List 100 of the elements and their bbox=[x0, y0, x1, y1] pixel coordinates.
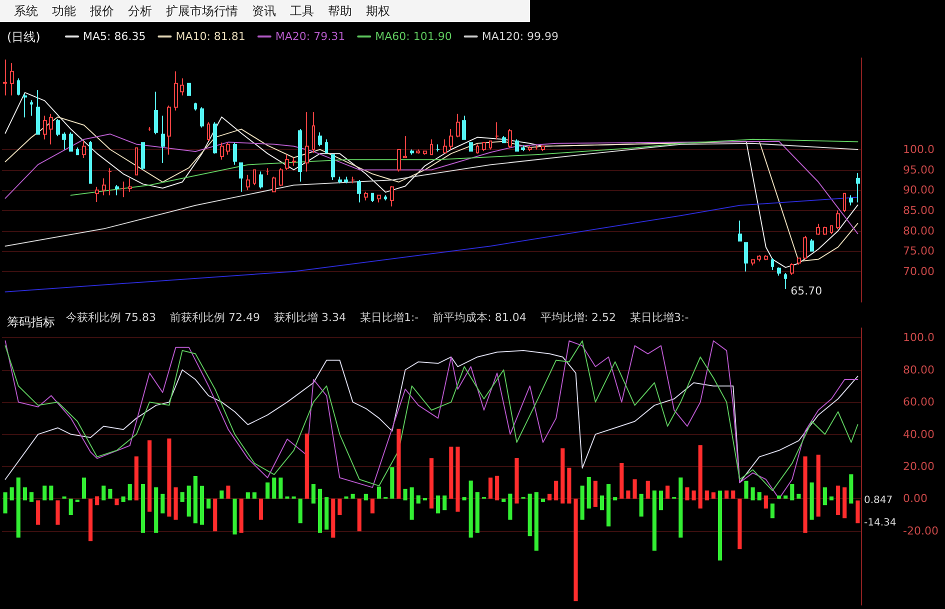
bar bbox=[331, 498, 336, 538]
candlestick bbox=[285, 154, 289, 170]
bar bbox=[324, 497, 329, 530]
candlestick bbox=[456, 113, 460, 138]
chart-title: (日线) bbox=[7, 30, 40, 44]
legend-label: MA20: 79.31 bbox=[275, 30, 346, 43]
candlestick bbox=[377, 194, 381, 203]
bar bbox=[350, 494, 355, 499]
bar bbox=[632, 479, 637, 499]
candlestick bbox=[738, 220, 742, 242]
candlestick bbox=[233, 142, 237, 166]
bar bbox=[114, 498, 119, 506]
bar bbox=[580, 486, 584, 520]
bar bbox=[370, 498, 375, 514]
candlestick bbox=[856, 172, 860, 203]
text: -14.34 bbox=[864, 518, 896, 529]
candlestick bbox=[272, 176, 276, 192]
candlestick bbox=[338, 176, 342, 184]
candlestick bbox=[843, 192, 846, 213]
bar bbox=[304, 434, 309, 499]
candlestick bbox=[462, 115, 466, 140]
bar bbox=[738, 498, 742, 550]
bar bbox=[456, 446, 460, 512]
bar bbox=[266, 482, 270, 499]
y-tick-label: 40.00 bbox=[903, 428, 934, 441]
candlestick bbox=[10, 62, 14, 96]
candlestick bbox=[797, 258, 801, 266]
bar bbox=[586, 476, 591, 509]
candlestick bbox=[187, 82, 191, 96]
candlestick bbox=[344, 176, 348, 184]
bar bbox=[140, 484, 146, 533]
text: 某日比增3:- bbox=[630, 311, 689, 324]
bar bbox=[784, 495, 788, 499]
bar bbox=[128, 484, 132, 500]
candlestick bbox=[253, 169, 256, 186]
candlestick bbox=[141, 142, 145, 170]
bar bbox=[232, 498, 237, 534]
bar bbox=[390, 467, 394, 499]
bar bbox=[49, 486, 54, 500]
candlestick bbox=[121, 181, 125, 198]
y-tick-label: 60.00 bbox=[903, 396, 934, 409]
candlestick bbox=[312, 112, 315, 154]
bar bbox=[121, 496, 126, 502]
candlestick bbox=[3, 59, 7, 96]
bar bbox=[593, 480, 598, 507]
bar bbox=[102, 486, 106, 500]
y-tick-label: 100.0 bbox=[903, 331, 934, 344]
bar bbox=[180, 492, 184, 502]
y-tick-label: 20.00 bbox=[903, 460, 934, 473]
candlestick bbox=[816, 223, 820, 236]
candlestick bbox=[102, 178, 106, 196]
bar bbox=[193, 476, 198, 524]
candlestick bbox=[397, 149, 401, 172]
bar bbox=[475, 492, 480, 533]
y-tick-label: 80.00 bbox=[903, 363, 934, 376]
bar bbox=[462, 497, 466, 500]
bar bbox=[849, 474, 854, 504]
bar bbox=[626, 490, 630, 499]
candlestick bbox=[30, 100, 33, 116]
bar bbox=[16, 477, 20, 538]
bar bbox=[600, 495, 604, 510]
candlestick bbox=[476, 144, 479, 154]
candlestick bbox=[89, 140, 92, 184]
bar bbox=[449, 446, 454, 499]
bar bbox=[613, 497, 618, 500]
bar bbox=[298, 498, 302, 524]
line-series bbox=[4, 134, 858, 234]
bar bbox=[606, 484, 611, 526]
bar bbox=[639, 494, 644, 517]
legend-label: MA60: 101.90 bbox=[375, 30, 452, 43]
y-tick-label: 0.00 bbox=[903, 492, 928, 506]
candlestick bbox=[226, 142, 230, 156]
candlestick bbox=[239, 162, 243, 192]
candlestick bbox=[292, 157, 296, 166]
candlestick bbox=[764, 254, 768, 261]
bar bbox=[646, 480, 650, 499]
bar bbox=[574, 498, 578, 602]
candlestick bbox=[325, 138, 328, 154]
candlestick bbox=[246, 174, 250, 191]
candlestick bbox=[449, 128, 453, 150]
bar bbox=[750, 487, 755, 500]
candlestick bbox=[515, 138, 519, 152]
candlestick bbox=[771, 258, 774, 270]
bar bbox=[213, 498, 218, 532]
text: 0.847 bbox=[864, 494, 893, 506]
candlestick bbox=[790, 262, 794, 276]
candlestick bbox=[744, 242, 748, 272]
bar bbox=[134, 456, 138, 500]
bar bbox=[495, 476, 500, 500]
bar bbox=[567, 468, 572, 504]
candlestick bbox=[757, 254, 761, 262]
candlestick bbox=[364, 191, 368, 201]
bar bbox=[344, 496, 348, 499]
candlestick bbox=[135, 147, 138, 176]
bar bbox=[770, 504, 775, 518]
bar bbox=[842, 487, 847, 518]
bar bbox=[226, 486, 230, 499]
bar bbox=[698, 445, 702, 509]
candlestick bbox=[416, 149, 420, 154]
candlestick bbox=[521, 144, 525, 152]
